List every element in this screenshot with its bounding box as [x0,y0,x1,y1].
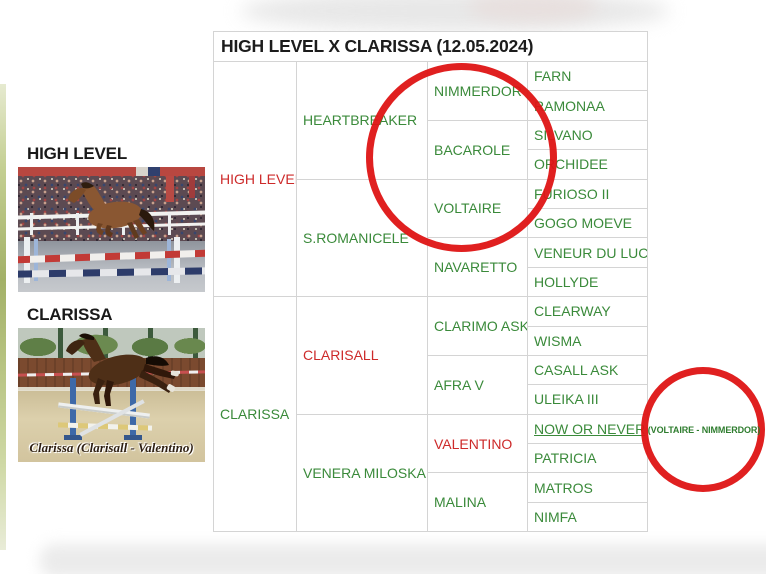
arena-banner [18,167,205,176]
jump-standard-foot [124,435,142,440]
pedigree-cell-malina: MALINA [427,472,528,533]
pedigree-cell-afra-v: AFRA V [427,354,528,415]
pedigree-cell-matros: MATROS [526,472,649,503]
top-background-blur [240,0,670,32]
rail-post [76,213,79,235]
pedigree-cell-wisma: WISMA [526,325,649,356]
pedigree-cell-uleika-iii: ULEIKA III [526,384,649,415]
rail-post [30,213,33,235]
rail-post [168,213,171,235]
dam-horse-illustration [66,333,179,406]
pedigree-cell-farn: FARN [526,60,649,92]
top-background-blur-warm [468,0,598,22]
bottom-background-blur [40,544,766,574]
inbreeding-note: (VOLTAIRE - NIMMERDOR) [647,425,761,435]
pedigree-cell-patricia: PATRICIA [526,443,649,474]
arena-pillar [166,176,174,202]
pedigree-cell-high-level: HIGH LEVEL [213,60,297,298]
sire-photo [18,167,205,292]
pedigree-cell-clarimo-ask: CLARIMO ASK [427,296,528,356]
jump-wing-stripe [167,239,171,281]
pedigree-title: HIGH LEVEL X CLARISSA (12.05.2024) [212,31,649,62]
arena-windows [18,328,205,358]
pedigree-cell-casall-ask: CASALL ASK [526,354,649,386]
dam-photo-caption: Clarissa (Clarisall - Valentino) [29,440,194,455]
annotation-circle-note [641,367,765,492]
arena-pillar [189,176,195,198]
dam-photo: Clarissa (Clarisall - Valentino) [18,328,205,462]
pedigree-cell-valentino: VALENTINO [427,413,528,474]
sire-name-label: HIGH LEVEL [18,141,205,167]
pedigree-cell-hollyde: HOLLYDE [526,266,649,298]
sire-horse-illustration [68,182,155,239]
jump-standard-foot [64,435,82,440]
left-edge-photo-strip [0,84,6,550]
dam-name-label: CLARISSA [18,302,205,328]
pedigree-cell-veneur-du-luc: VENEUR DU LUC [526,237,649,268]
pedigree-cell-venera-miloska: VENERA MILOSKA [296,413,428,533]
pedigree-cell-clarissa: CLARISSA [213,296,297,533]
pedigree-table: HIGH LEVEL X CLARISSA (12.05.2024) HIGH … [212,31,649,533]
pedigree-cell-gogo-moeve: GOGO MOEVE [526,207,649,239]
annotation-circle-main [366,63,557,252]
pedigree-cell-clearway: CLEARWAY [526,296,649,327]
jump-wing [174,237,180,283]
pedigree-cell-clarisall: CLARISALL [296,296,428,415]
pedigree-cell-nimfa: NIMFA [526,501,649,533]
arena-floor [18,241,205,292]
pedigree-cell-now-or-never[interactable]: NOW OR NEVER [526,413,649,445]
